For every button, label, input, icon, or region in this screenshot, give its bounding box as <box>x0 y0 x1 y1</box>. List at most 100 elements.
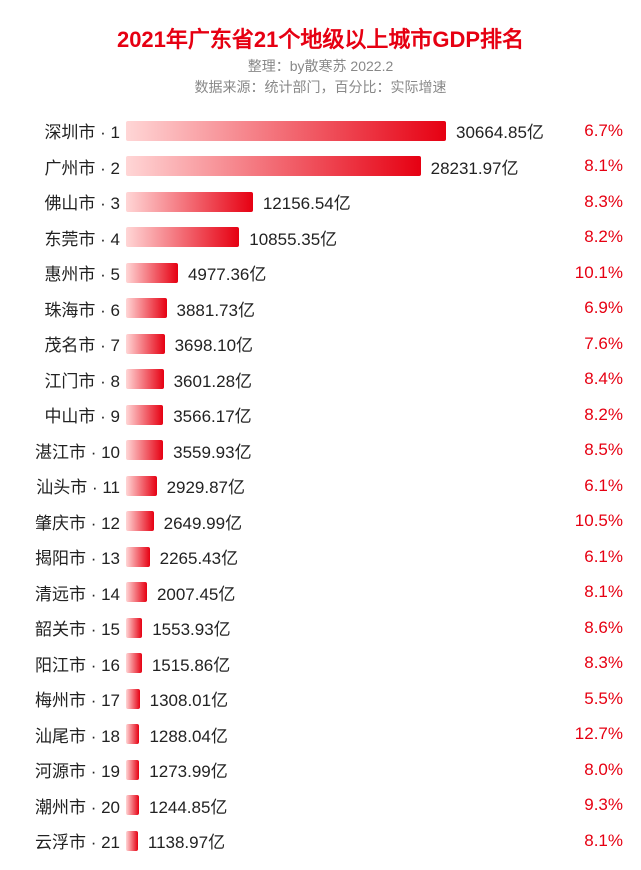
chart-title: 2021年广东省21个地级以上城市GDP排名 <box>18 22 623 54</box>
city-label: 河源市 · 19 <box>18 757 126 782</box>
bar-row: 韶关市 · 15 1553.93亿 8.6% <box>18 610 623 646</box>
bar <box>126 618 142 638</box>
bar <box>126 511 154 531</box>
value-label: 4977.36亿 <box>188 260 266 285</box>
bar <box>126 653 142 673</box>
value-label: 2929.87亿 <box>167 473 245 498</box>
bar-area: 3566.17亿8.2% <box>126 397 623 433</box>
bar <box>126 760 139 780</box>
bar-area: 3881.73亿 6.9% <box>126 291 623 327</box>
bar-row: 汕尾市 · 18 1288.04亿 12.7% <box>18 717 623 753</box>
growth-label: 10.1% <box>575 263 623 283</box>
growth-label: 6.7% <box>584 121 623 141</box>
bar <box>126 192 253 212</box>
city-label: 梅州市 · 17 <box>18 686 126 711</box>
growth-label: 12.7% <box>575 724 623 744</box>
growth-label: 10.5% <box>575 511 623 531</box>
bar-row: 江门市 · 83601.28亿8.4% <box>18 362 623 398</box>
value-label: 3881.73亿 <box>177 296 255 321</box>
bar <box>126 440 163 460</box>
value-label: 2265.43亿 <box>160 544 238 569</box>
bar-area: 2649.99亿 10.5% <box>126 504 623 540</box>
growth-label: 8.6% <box>584 618 623 638</box>
bar <box>126 547 150 567</box>
value-label: 1138.97亿 <box>148 828 225 853</box>
bar-row: 潮州市 · 201244.85亿9.3% <box>18 788 623 824</box>
bar <box>126 156 421 176</box>
growth-label: 8.4% <box>584 369 623 389</box>
bar <box>126 582 147 602</box>
bar-area: 1553.93亿 8.6% <box>126 610 623 646</box>
city-label: 揭阳市 · 13 <box>18 544 126 569</box>
city-label: 潮州市 · 20 <box>18 793 126 818</box>
bar-row: 东莞市 · 410855.35亿8.2% <box>18 220 623 256</box>
bar <box>126 724 139 744</box>
bar-area: 1244.85亿9.3% <box>126 788 623 824</box>
city-label: 清远市 · 14 <box>18 580 126 605</box>
city-label: 汕尾市 · 18 <box>18 722 126 747</box>
growth-label: 8.5% <box>584 440 623 460</box>
bar-area: 30664.85亿 6.7% <box>126 113 623 149</box>
value-label: 12156.54亿 <box>263 189 351 214</box>
bar-area: 3601.28亿8.4% <box>126 362 623 398</box>
city-label: 茂名市 · 7 <box>18 331 126 356</box>
bar-area: 28231.97亿8.1% <box>126 149 623 185</box>
value-label: 2649.99亿 <box>164 509 242 534</box>
bar-row: 阳江市 · 16 1515.86亿 8.3% <box>18 646 623 682</box>
value-label: 1515.86亿 <box>152 651 230 676</box>
growth-label: 8.3% <box>584 192 623 212</box>
bar-row: 梅州市 · 171308.01亿5.5% <box>18 681 623 717</box>
growth-label: 6.9% <box>584 298 623 318</box>
city-label: 珠海市 · 6 <box>18 296 126 321</box>
value-label: 3698.10亿 <box>175 331 253 356</box>
bar-rows-container: 深圳市 · 130664.85亿6.7%广州市 · 228231.97亿8.1%… <box>18 113 623 859</box>
bar <box>126 795 139 815</box>
bar-row: 汕头市 · 112929.87亿6.1% <box>18 468 623 504</box>
value-label: 30664.85亿 <box>456 118 544 143</box>
value-label: 1273.99亿 <box>149 757 227 782</box>
value-label: 2007.45亿 <box>157 580 235 605</box>
bar-row: 清远市 · 142007.45亿8.1% <box>18 575 623 611</box>
bar <box>126 334 165 354</box>
bar-area: 3698.10亿 7.6% <box>126 326 623 362</box>
growth-label: 8.3% <box>584 653 623 673</box>
growth-label: 6.1% <box>584 476 623 496</box>
value-label: 1288.04亿 <box>149 722 227 747</box>
value-label: 3559.93亿 <box>173 438 251 463</box>
value-label: 1553.93亿 <box>152 615 230 640</box>
growth-label: 7.6% <box>584 334 623 354</box>
bar-row: 中山市 · 93566.17亿8.2% <box>18 397 623 433</box>
bar-row: 广州市 · 228231.97亿8.1% <box>18 149 623 185</box>
growth-label: 8.1% <box>584 831 623 851</box>
growth-label: 5.5% <box>584 689 623 709</box>
bar-area: 2265.43亿6.1% <box>126 539 623 575</box>
bar-row: 肇庆市 · 12 2649.99亿 10.5% <box>18 504 623 540</box>
city-label: 肇庆市 · 12 <box>18 509 126 534</box>
bar-row: 惠州市 · 5 4977.36亿 10.1% <box>18 255 623 291</box>
city-label: 江门市 · 8 <box>18 367 126 392</box>
bar-row: 深圳市 · 1 30664.85亿 6.7% <box>18 113 623 149</box>
chart-subtitle-author: 整理：by散寒苏 2022.2 <box>18 56 623 76</box>
bar <box>126 227 239 247</box>
value-label: 3566.17亿 <box>173 402 251 427</box>
city-label: 阳江市 · 16 <box>18 651 126 676</box>
bar-area: 10855.35亿8.2% <box>126 220 623 256</box>
value-label: 10855.35亿 <box>249 225 337 250</box>
city-label: 佛山市 · 3 <box>18 189 126 214</box>
bar-area: 3559.93亿 8.5% <box>126 433 623 469</box>
chart-subtitle-source: 数据来源：统计部门，百分比：实际增速 <box>18 77 623 97</box>
city-label: 广州市 · 2 <box>18 154 126 179</box>
city-label: 韶关市 · 15 <box>18 615 126 640</box>
bar-row: 云浮市 · 211138.97亿8.1% <box>18 823 623 859</box>
city-label: 惠州市 · 5 <box>18 260 126 285</box>
bar-area: 1308.01亿5.5% <box>126 681 623 717</box>
city-label: 深圳市 · 1 <box>18 118 126 143</box>
bar-area: 2929.87亿 6.1% <box>126 468 623 504</box>
city-label: 东莞市 · 4 <box>18 225 126 250</box>
bar <box>126 369 164 389</box>
bar-row: 河源市 · 19 1273.99亿 8.0% <box>18 752 623 788</box>
bar-area: 1273.99亿 8.0% <box>126 752 623 788</box>
city-label: 湛江市 · 10 <box>18 438 126 463</box>
value-label: 28231.97亿 <box>431 154 519 179</box>
growth-label: 8.0% <box>584 760 623 780</box>
